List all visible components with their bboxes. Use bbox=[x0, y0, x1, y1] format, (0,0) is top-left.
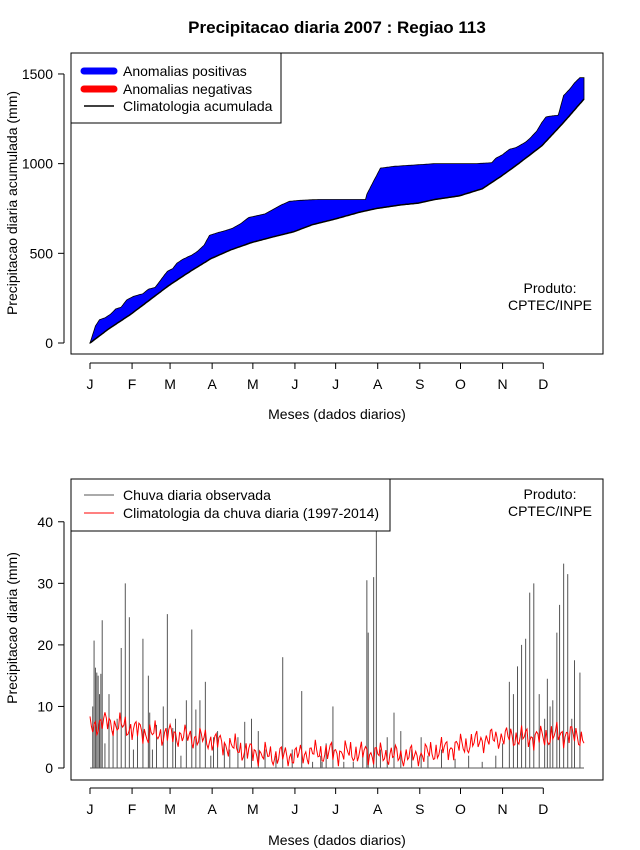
x-tick-label: A bbox=[207, 801, 217, 817]
bottom-chart: 0 10 20 30 40 J F M A M J J A S O N D Meses (dados diar… bbox=[4, 478, 604, 848]
bottom-product-line-2: CPTEC/INPE bbox=[508, 503, 592, 519]
x-tick-label: A bbox=[207, 376, 217, 392]
top-chart-title: Precipitacao diaria 2007 : Regiao 113 bbox=[188, 18, 486, 37]
x-tick-label: A bbox=[373, 376, 383, 392]
y-tick-label: 1500 bbox=[22, 66, 53, 82]
x-tick-label: N bbox=[498, 801, 508, 817]
top-legend-label-positive: Anomalias positivas bbox=[123, 63, 247, 79]
bottom-legend-label-climatology: Climatologia da chuva diaria (1997-2014) bbox=[123, 505, 379, 521]
top-legend-label-climatology: Climatologia acumulada bbox=[123, 98, 273, 114]
y-tick-label: 500 bbox=[30, 245, 54, 261]
y-tick-label: 30 bbox=[37, 575, 53, 591]
y-tick-label: 10 bbox=[37, 698, 53, 714]
top-product-label: Produto: CPTEC/INPE bbox=[508, 280, 592, 313]
y-tick-label: 40 bbox=[37, 514, 53, 530]
x-tick-label: S bbox=[415, 801, 424, 817]
bottom-product-line-1: Produto: bbox=[524, 486, 577, 502]
top-plot-frame bbox=[70, 52, 604, 355]
bottom-observed-bars bbox=[90, 491, 584, 769]
top-chart: Precipitacao diaria 2007 : Regiao 113 0 5… bbox=[4, 18, 604, 422]
y-tick-label: 0 bbox=[45, 335, 53, 351]
x-tick-label: F bbox=[128, 376, 137, 392]
bottom-y-axis-label: Precipitacao diaria (mm) bbox=[4, 552, 20, 704]
bottom-legend: Chuva diaria observada Climatologia da c… bbox=[70, 478, 391, 532]
x-tick-label: O bbox=[455, 801, 466, 817]
top-legend-label-negative: Anomalias negativas bbox=[123, 81, 252, 97]
x-tick-label: M bbox=[247, 801, 259, 817]
bottom-y-axis: 0 10 20 30 40 bbox=[37, 514, 65, 776]
bottom-climatology-line bbox=[89, 712, 585, 767]
top-product-line-2: CPTEC/INPE bbox=[508, 297, 592, 313]
x-tick-label: N bbox=[498, 376, 508, 392]
x-tick-label: D bbox=[538, 376, 548, 392]
x-tick-label: A bbox=[373, 801, 383, 817]
x-tick-label: M bbox=[164, 801, 176, 817]
x-tick-label: J bbox=[87, 376, 94, 392]
y-tick-label: 0 bbox=[45, 760, 53, 776]
bottom-legend-label-observed: Chuva diaria observada bbox=[123, 487, 271, 503]
x-tick-label: J bbox=[332, 376, 339, 392]
bottom-x-axis-label: Meses (dados diarios) bbox=[268, 832, 406, 848]
x-tick-label: D bbox=[538, 801, 548, 817]
top-y-axis: 0 500 1000 1500 bbox=[22, 66, 65, 351]
x-tick-label: J bbox=[291, 801, 298, 817]
y-tick-label: 1000 bbox=[22, 156, 53, 172]
x-tick-label: O bbox=[455, 376, 466, 392]
top-product-line-1: Produto: bbox=[524, 280, 577, 296]
top-y-axis-label: Precipitacao diaria acumulada (mm) bbox=[4, 91, 20, 315]
x-tick-label: M bbox=[164, 376, 176, 392]
y-tick-label: 20 bbox=[37, 637, 53, 653]
x-tick-label: J bbox=[332, 801, 339, 817]
x-tick-label: M bbox=[247, 376, 259, 392]
bottom-product-label: Produto: CPTEC/INPE bbox=[508, 486, 592, 519]
top-anomaly-area bbox=[89, 77, 585, 345]
x-tick-label: J bbox=[291, 376, 298, 392]
top-legend: Anomalias positivas Anomalias negativas … bbox=[70, 52, 282, 124]
x-tick-label: J bbox=[87, 801, 94, 817]
x-tick-label: F bbox=[128, 801, 137, 817]
bottom-legend-box bbox=[70, 478, 391, 532]
top-x-axis-label: Meses (dados diarios) bbox=[268, 406, 406, 422]
x-tick-label: S bbox=[415, 376, 424, 392]
climatology-cumulative-line bbox=[89, 98, 585, 344]
